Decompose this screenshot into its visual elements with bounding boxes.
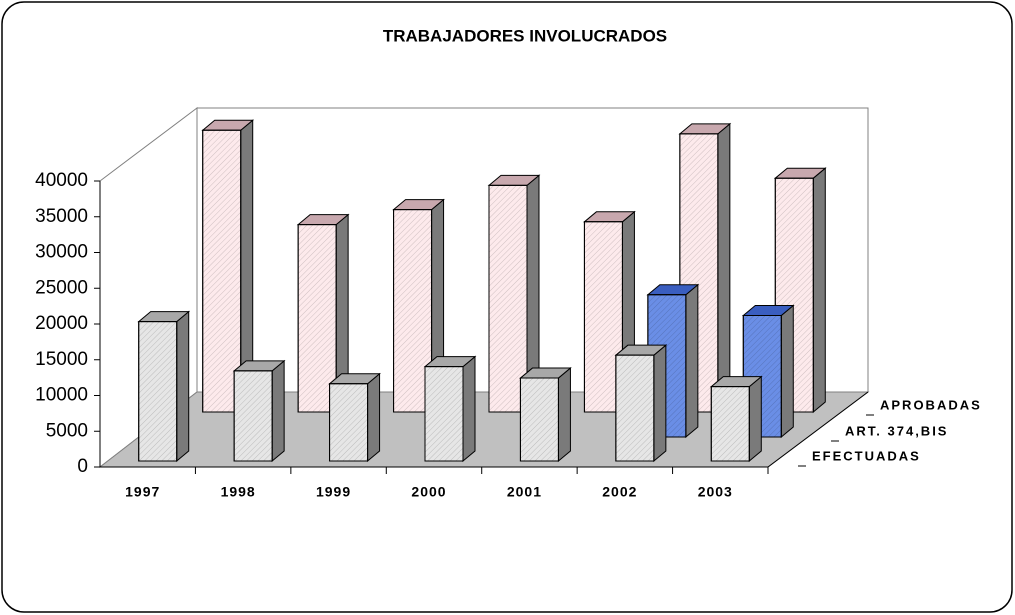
- z-tick-label: APROBADAS: [880, 397, 982, 412]
- y-tick-label: 10000: [35, 385, 88, 406]
- bar-hatch: [583, 221, 623, 413]
- y-tick-label: 35000: [35, 206, 88, 227]
- bar-hatch: [615, 354, 655, 462]
- bar-hatch: [488, 184, 528, 413]
- bar-hatch: [710, 386, 750, 462]
- z-axis: [767, 391, 869, 468]
- x-tick-label: 2003: [698, 484, 733, 500]
- x-tick-label: 2000: [411, 484, 446, 500]
- bar: [709, 375, 763, 463]
- bar: [614, 344, 668, 463]
- y-tick-label: 30000: [35, 242, 88, 263]
- y-tick-label: 25000: [35, 277, 88, 298]
- bar-side: [367, 372, 381, 463]
- bar-side: [557, 366, 571, 463]
- y-tick-label: 40000: [35, 170, 88, 191]
- y-tick-label: 5000: [46, 420, 88, 441]
- bar-side: [653, 344, 667, 463]
- bar: [296, 213, 350, 414]
- x-tick-label: 2001: [507, 484, 542, 500]
- x-tick-label: 1999: [316, 484, 351, 500]
- bar-side: [462, 355, 476, 463]
- x-tick-label: 1998: [221, 484, 256, 500]
- bar: [487, 174, 541, 414]
- z-tick-label: EFECTUADAS: [812, 448, 921, 463]
- z-tick-label: ART. 374,BIS: [845, 423, 948, 438]
- y-tick-label: 0: [77, 456, 88, 477]
- bar-hatch: [297, 224, 337, 413]
- bar-side: [176, 310, 190, 463]
- y-tick-label: 20000: [35, 313, 88, 334]
- bar-hatch: [233, 370, 273, 462]
- bar: [519, 366, 572, 463]
- y-tick-label: 15000: [35, 349, 88, 370]
- bar: [646, 283, 700, 439]
- bar: [328, 372, 381, 463]
- bar: [423, 355, 477, 463]
- chart-title: TRABAJADORES INVOLUCRADOS: [383, 26, 667, 45]
- bar: [201, 119, 255, 414]
- bar-hatch: [424, 366, 464, 462]
- bar-side: [271, 359, 285, 463]
- bar-hatch: [519, 377, 559, 462]
- x-tick-label: 2002: [602, 484, 637, 500]
- x-tick-label: 1997: [125, 484, 160, 500]
- bar-side: [748, 375, 762, 463]
- bar-side: [717, 122, 731, 414]
- bar-side: [685, 283, 699, 439]
- bar-hatch: [329, 383, 369, 462]
- bar-hatch: [202, 129, 242, 413]
- bar: [232, 359, 286, 463]
- bar-hatch: [393, 209, 433, 413]
- bar-hatch: [138, 321, 178, 462]
- bar: [137, 310, 191, 463]
- bar-side: [780, 304, 794, 439]
- bar-side: [812, 167, 826, 414]
